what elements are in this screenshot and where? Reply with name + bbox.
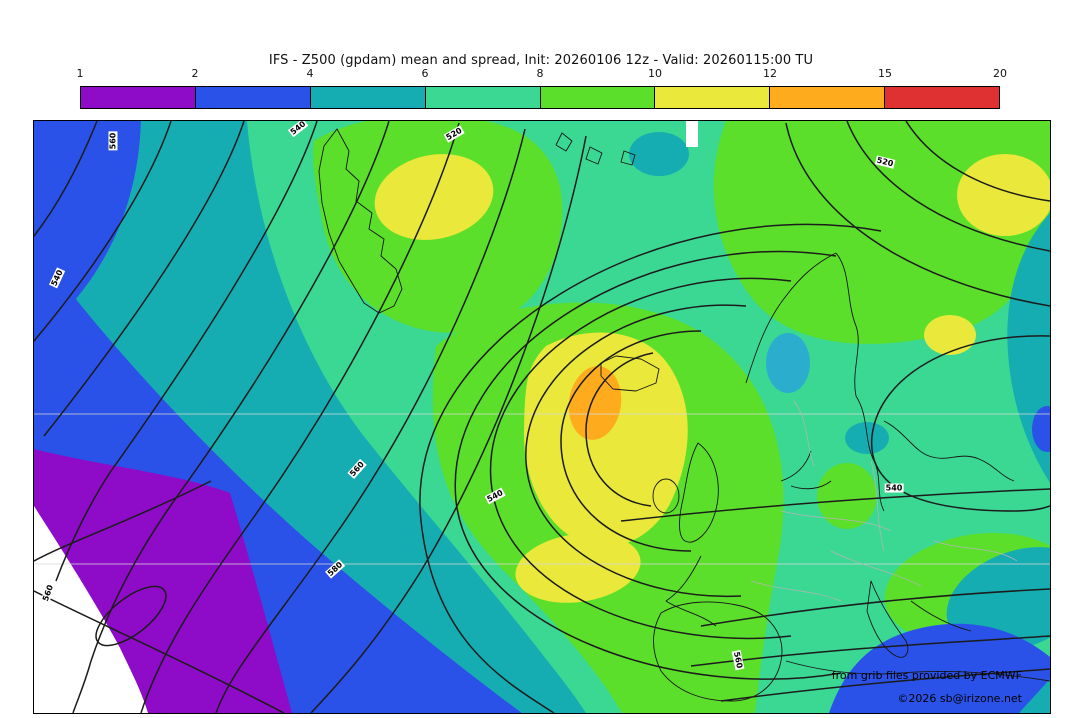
colorbar-tick-label: 8 bbox=[536, 67, 544, 80]
edge-label-box bbox=[686, 121, 698, 147]
attribution-line2: ©2026 sb@irizone.net bbox=[897, 692, 1022, 705]
colorbar-tick-label: 6 bbox=[421, 67, 429, 80]
colorbar-segment bbox=[885, 87, 999, 108]
colorbar-segment bbox=[540, 87, 656, 108]
contour-label-layer: 560 540 520 520 540 560 540 580 540 560 560 bbox=[34, 121, 1050, 713]
spread-teal-blob-top bbox=[629, 132, 689, 176]
contour-label: 560 bbox=[40, 582, 56, 604]
attribution-line1: from grib files provided by ECMWF bbox=[831, 669, 1022, 682]
contour-label: 540 bbox=[884, 483, 904, 493]
spread-teal-oval-southeast bbox=[946, 547, 1050, 651]
coastlines bbox=[318, 128, 1050, 702]
country-borders bbox=[750, 400, 1018, 602]
colorbar-segment bbox=[195, 87, 311, 108]
spread-contour-map bbox=[34, 121, 1050, 713]
colorbar-tick-label: 2 bbox=[191, 67, 199, 80]
colorbar-tick-label: 10 bbox=[648, 67, 662, 80]
colorbar-ticks: 1 2 4 6 8 10 12 15 20 bbox=[76, 67, 1008, 82]
spread-yellow-spot-east bbox=[924, 315, 976, 355]
spread-orange-core bbox=[568, 366, 622, 440]
contour-label: 540 bbox=[48, 267, 66, 289]
chart-title: IFS - Z500 (gpdam) mean and spread, Init… bbox=[268, 53, 814, 68]
colorbar-segment bbox=[425, 87, 541, 108]
contour-label: 560 bbox=[108, 131, 118, 151]
spread-fill-layer bbox=[34, 121, 1050, 713]
colorbar-segment bbox=[770, 87, 886, 108]
spread-yellow-greenland bbox=[374, 154, 494, 240]
colorbar-segment bbox=[81, 87, 196, 108]
colorbar-tick-label: 12 bbox=[763, 67, 777, 80]
spread-yellow-south bbox=[515, 533, 641, 603]
contour-label: 540 bbox=[287, 120, 309, 138]
spread-teal-blob-east bbox=[845, 422, 889, 454]
colorbar-tick-label: 1 bbox=[76, 67, 84, 80]
spread-green-blob-east bbox=[817, 463, 877, 529]
contour-label: 560 bbox=[731, 649, 745, 671]
colorbar-segment bbox=[310, 87, 426, 108]
map-canvas: 560 540 520 520 540 560 540 580 540 560 560 bbox=[33, 120, 1051, 714]
colorbar-segment bbox=[655, 87, 771, 108]
spread-cyan-corner bbox=[1019, 679, 1050, 713]
contour-label: 520 bbox=[874, 155, 896, 169]
spread-blue-spot-east-edge bbox=[1032, 406, 1050, 452]
spread-teal-band bbox=[76, 121, 586, 713]
colorbar-tick-label: 15 bbox=[878, 67, 892, 80]
spread-yellow-northeast bbox=[957, 154, 1050, 236]
contour-lines bbox=[34, 121, 1050, 713]
colorbar-tick-label: 4 bbox=[306, 67, 314, 80]
contour-label: 560 bbox=[347, 459, 367, 479]
contour-label: 540 bbox=[484, 487, 506, 505]
graticule bbox=[34, 413, 1050, 565]
spread-white-corner bbox=[34, 506, 148, 713]
spread-yellow-iceland-low bbox=[523, 332, 688, 547]
colorbar bbox=[80, 86, 1000, 109]
spread-cyan-sweden bbox=[766, 333, 810, 393]
colorbar-tick-label: 20 bbox=[993, 67, 1007, 80]
contour-label: 520 bbox=[443, 125, 465, 143]
contour-label: 580 bbox=[325, 559, 345, 579]
